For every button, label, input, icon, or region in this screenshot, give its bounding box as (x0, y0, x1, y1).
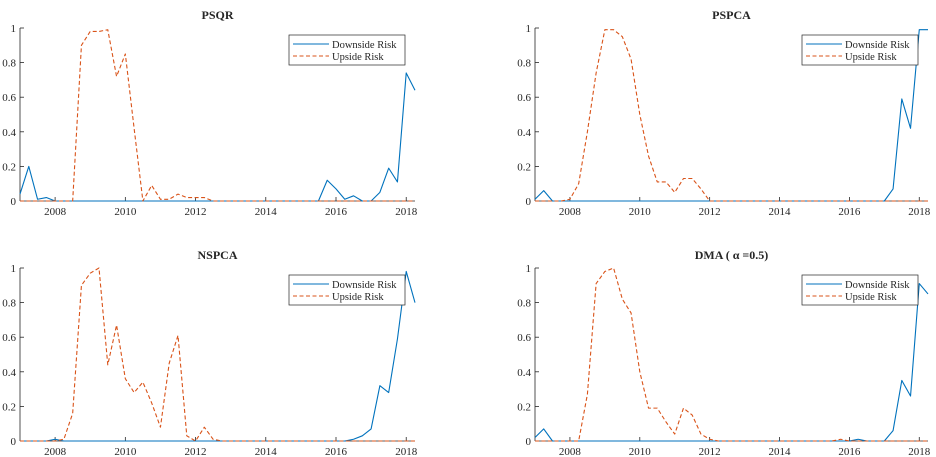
x-tick-label: 2018 (395, 446, 418, 457)
y-tick-label: 1 (11, 23, 17, 35)
x-tick-label: 2008 (44, 206, 67, 218)
upside-risk-line (535, 29, 928, 202)
x-tick-label: 2008 (44, 446, 67, 457)
x-tick-label: 2014 (255, 446, 278, 457)
legend-box (801, 274, 919, 306)
x-tick-label: 2012 (185, 446, 207, 457)
x-tick-label: 2008 (559, 446, 582, 457)
x-tick-label: 2012 (699, 206, 721, 218)
x-tick-label: 2016 (838, 446, 861, 457)
chart-panel-1: 0 0.2 0.4 0.6 0.8 1 2008 2010 2012 2014 2016 2018 PS… (2, 8, 417, 218)
downside-risk-line (20, 270, 416, 442)
legend-label: Downside Risk (845, 40, 910, 51)
upside-risk-line (20, 267, 415, 442)
x-tick-label: 2014 (769, 206, 792, 218)
x-tick-label: 2010 (114, 446, 137, 457)
x-tick-label: 2008 (559, 206, 582, 218)
y-tick-label: 1 (526, 263, 532, 275)
y-tick-label: 0.6 (2, 332, 16, 344)
y-tick-label: 0.2 (517, 161, 531, 173)
x-tick-label: 2010 (114, 206, 137, 218)
upside-risk-line (535, 267, 928, 442)
downside-risk-line (19, 72, 416, 202)
x-tick-label: 2010 (629, 206, 652, 218)
y-tick-label: 0.2 (2, 161, 16, 173)
x-tick-label: 2018 (908, 206, 931, 218)
y-tick-label: 0.4 (2, 367, 16, 379)
chart-panel-4: 0 0.2 0.4 0.6 0.8 1 2008 2010 2012 2014 2016 2018 DM… (517, 248, 931, 457)
y-tick-label: 0.2 (2, 401, 16, 413)
y-tick-label: 0 (526, 196, 532, 208)
y-tick-label: 0 (11, 196, 17, 208)
y-tick-label: 0.6 (517, 92, 531, 104)
legend-label: Upside Risk (845, 52, 897, 63)
y-tick-label: 0.4 (517, 127, 531, 139)
y-tick-label: 0.6 (2, 92, 16, 104)
legend-label: Upside Risk (332, 292, 384, 303)
x-tick-label: 2014 (769, 446, 792, 457)
x-tick-label: 2016 (838, 206, 861, 218)
x-tick-label: 2014 (255, 206, 278, 218)
y-tick-label: 0.4 (517, 367, 531, 379)
x-tick-label: 2018 (395, 206, 418, 218)
legend-label: Downside Risk (332, 40, 397, 51)
legend-box (801, 34, 919, 66)
chart-panel-2: 0 0.2 0.4 0.6 0.8 1 2008 2010 2012 2014 2016 2018 PS… (517, 8, 931, 218)
y-tick-label: 0.4 (2, 127, 16, 139)
y-tick-label: 0.2 (517, 401, 531, 413)
y-tick-label: 0.8 (2, 58, 16, 70)
x-tick-label: 2018 (908, 446, 931, 457)
x-tick-label: 2010 (629, 446, 652, 457)
legend-label: Upside Risk (332, 52, 384, 63)
chart-title: PSQR (201, 8, 233, 22)
chart-title: DMA ( α =0.5) (695, 248, 769, 262)
legend-box (288, 274, 406, 306)
y-tick-label: 1 (11, 263, 17, 275)
legend-label: Downside Risk (845, 280, 910, 291)
chart-panel-3: 0 0.2 0.4 0.6 0.8 1 2008 2010 2012 2014 2016 2018 NS… (2, 248, 417, 457)
upside-risk-line (20, 29, 415, 202)
x-tick-label: 2012 (185, 206, 207, 218)
y-tick-label: 0.8 (517, 58, 531, 70)
y-tick-label: 0 (526, 436, 532, 448)
chart-title: NSPCA (197, 248, 237, 262)
y-tick-label: 0.8 (517, 298, 531, 310)
x-tick-label: 2016 (325, 446, 348, 457)
legend-label: Downside Risk (332, 280, 397, 291)
y-tick-label: 0.8 (2, 298, 16, 310)
x-tick-label: 2012 (699, 446, 721, 457)
y-tick-label: 1 (526, 23, 532, 35)
chart-title: PSPCA (712, 8, 751, 22)
x-tick-label: 2016 (325, 206, 348, 218)
legend-label: Upside Risk (845, 292, 897, 303)
legend-box (288, 34, 406, 66)
y-tick-label: 0.6 (517, 332, 531, 344)
y-tick-label: 0 (11, 436, 17, 448)
